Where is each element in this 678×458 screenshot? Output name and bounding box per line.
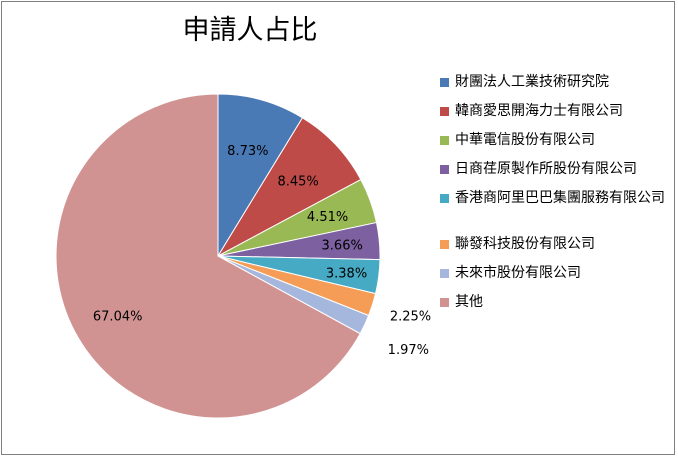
legend-item: 財團法人工業技術研究院 <box>440 72 675 92</box>
legend-swatch <box>440 298 449 307</box>
legend-item: 未來市股份有限公司 <box>440 263 675 283</box>
legend-swatch <box>440 194 449 203</box>
legend-item: 聯發科技股份有限公司 <box>440 234 675 254</box>
legend-swatch <box>440 240 449 249</box>
legend-label: 其他 <box>455 294 483 310</box>
legend-label: 日商荏原製作所股份有限公司 <box>455 161 637 177</box>
legend-swatch <box>440 269 449 278</box>
slice-data-label: 4.51% <box>307 210 348 225</box>
legend: 財團法人工業技術研究院韓商愛思開海力士有限公司中華電信股份有限公司日商荏原製作所… <box>440 72 675 312</box>
legend-item: 香港商阿里巴巴集團服務有限公司 <box>440 188 675 208</box>
legend-item: 其他 <box>440 292 675 312</box>
legend-swatch <box>440 136 449 145</box>
legend-swatch <box>440 78 449 87</box>
legend-swatch <box>440 165 449 174</box>
slice-data-label: 67.04% <box>93 310 143 325</box>
slice-data-label: 8.73% <box>227 144 268 159</box>
legend-label: 未來市股份有限公司 <box>455 265 581 281</box>
legend-label: 中華電信股份有限公司 <box>455 132 595 148</box>
legend-item: 中華電信股份有限公司 <box>440 130 675 150</box>
legend-item: 日商荏原製作所股份有限公司 <box>440 159 675 179</box>
slice-data-label: 3.66% <box>322 238 363 253</box>
legend-label: 財團法人工業技術研究院 <box>455 74 609 90</box>
legend-item: 韓商愛思開海力士有限公司 <box>440 101 675 121</box>
slice-data-label: 1.97% <box>388 343 429 358</box>
legend-label: 香港商阿里巴巴集團服務有限公司 <box>455 190 665 206</box>
slice-data-label: 3.38% <box>326 267 367 282</box>
legend-swatch <box>440 107 449 116</box>
slice-data-label: 2.25% <box>390 309 431 324</box>
slice-data-label: 8.45% <box>277 174 318 189</box>
legend-label: 聯發科技股份有限公司 <box>455 236 595 252</box>
legend-label: 韓商愛思開海力士有限公司 <box>455 103 623 119</box>
